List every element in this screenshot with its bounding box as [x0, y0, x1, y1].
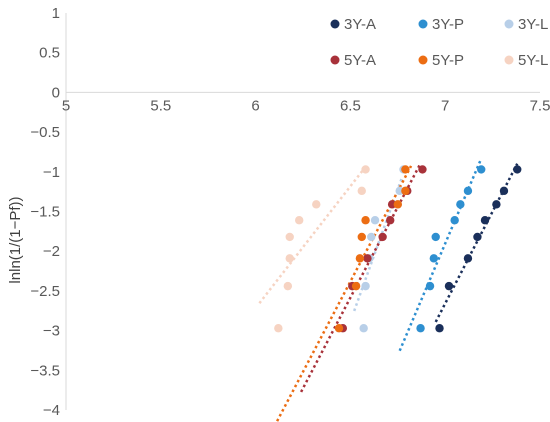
data-point-5y-a: [418, 165, 427, 174]
data-point-3y-a: [480, 216, 490, 225]
y-tick-label: −1: [43, 164, 60, 181]
y-axis-title: lnln(1/(1−Pf)): [7, 196, 24, 283]
legend: 3Y-A 3Y-P 3Y-L 5Y-A 5Y-P 5Y-L: [330, 16, 548, 69]
data-point-3y-p: [477, 165, 486, 174]
x-tick-label: 5: [62, 97, 70, 114]
legend-label: 5Y-L: [518, 52, 548, 69]
legend-marker: [418, 19, 428, 29]
legend-label: 3Y-P: [432, 16, 464, 33]
data-point-3y-l: [370, 216, 380, 225]
x-tick-label: 6: [251, 97, 259, 114]
data-point-5y-p: [351, 281, 361, 291]
data-point-3y-l: [359, 324, 368, 333]
data-point-5y-a: [363, 254, 372, 263]
legend-marker: [330, 19, 340, 29]
legend-label: 3Y-L: [518, 16, 548, 33]
data-point-3y-p: [416, 324, 425, 333]
data-point-5y-a: [386, 216, 395, 225]
data-point-3y-a: [444, 281, 454, 291]
legend-marker: [504, 55, 514, 65]
y-tick-label: −0.5: [30, 124, 60, 141]
data-point-5y-l: [312, 200, 321, 209]
x-tick-labels: 5 5.5 6 6.5 7 7.5: [62, 97, 550, 114]
data-point-3y-p: [431, 232, 440, 242]
y-tick-label: −4: [43, 402, 60, 419]
y-tick-label: 0.5: [39, 45, 60, 62]
data-point-5y-l: [361, 165, 370, 174]
data-point-5y-p: [334, 324, 344, 333]
legend-marker: [330, 55, 340, 65]
data-point-5y-l: [295, 216, 304, 225]
data-point-5y-l: [274, 324, 283, 333]
axes: [65, 13, 540, 410]
x-tick-label: 7.5: [530, 97, 550, 114]
x-tick-label: 6.5: [340, 97, 361, 114]
x-tick-label: 5.5: [150, 97, 171, 114]
y-tick-label: −3: [43, 323, 60, 340]
data-point-5y-p: [401, 186, 410, 196]
data-point-5y-p: [361, 216, 370, 225]
y-tick-label: −2.5: [30, 283, 60, 300]
data-point-3y-a: [499, 186, 509, 196]
data-point-3y-a: [435, 324, 444, 333]
data-point-5y-l: [357, 186, 366, 196]
x-tick-label: 7: [441, 97, 449, 114]
y-tick-labels: 1 0.5 0 −0.5 −1 −1.5 −2 −2.5 −3 −3.5 −4: [30, 5, 60, 419]
data-point-3y-l: [361, 281, 370, 291]
legend-label: 5Y-P: [432, 52, 464, 69]
y-tick-label: −2: [43, 243, 60, 260]
data-point-5y-l: [285, 254, 294, 263]
data-point-5y-p: [393, 200, 402, 209]
data-points: [274, 165, 522, 333]
y-tick-label: −1.5: [30, 204, 60, 221]
data-point-5y-l: [285, 232, 294, 242]
data-point-3y-l: [367, 232, 376, 242]
data-point-5y-p: [355, 254, 365, 263]
data-point-3y-a: [492, 200, 501, 209]
data-point-5y-l: [283, 281, 293, 291]
y-tick-label: 1: [52, 5, 60, 22]
trendline-5y-a: [299, 162, 422, 393]
data-point-3y-p: [456, 200, 465, 209]
legend-marker: [504, 19, 514, 29]
data-point-5y-a: [378, 232, 387, 242]
data-point-3y-p: [429, 254, 439, 263]
legend-label: 3Y-A: [344, 16, 376, 33]
data-point-5y-p: [401, 165, 410, 174]
data-point-3y-a: [463, 254, 473, 263]
legend-marker: [418, 55, 428, 65]
trendline-3y-p: [398, 158, 483, 352]
data-point-3y-a: [473, 232, 482, 242]
trendline-5y-l: [258, 163, 369, 304]
legend-label: 5Y-A: [344, 52, 376, 69]
data-point-5y-p: [357, 232, 366, 242]
data-point-3y-p: [463, 186, 473, 196]
y-tick-label: −3.5: [30, 362, 60, 379]
data-point-3y-p: [425, 281, 435, 291]
data-point-3y-a: [513, 165, 522, 174]
trendline-3y-a: [434, 163, 519, 323]
data-point-3y-p: [450, 216, 459, 225]
y-tick-label: 0: [52, 84, 60, 101]
trendlines: [258, 158, 519, 422]
